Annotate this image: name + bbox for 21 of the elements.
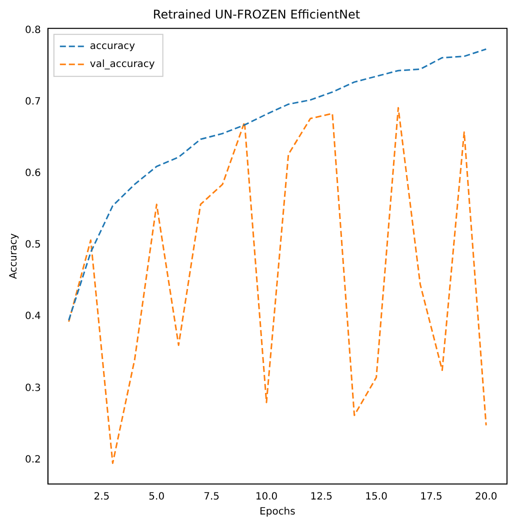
x-tick-label: 5.0 [148,492,165,503]
y-tick-label: 0.4 [24,311,41,322]
y-tick-label: 0.2 [24,454,41,466]
x-tick-label: 7.5 [204,492,220,503]
legend-label: accuracy [90,40,136,52]
x-tick-label: 15.0 [365,492,388,503]
y-tick-label: 0.7 [24,96,41,108]
y-tick-label: 0.5 [24,240,41,251]
y-tick-label: 0.3 [24,382,41,394]
y-tick-label: 0.8 [24,25,41,36]
legend-label: val_accuracy [90,58,155,70]
line-series [68,107,487,464]
x-tick-label: 2.5 [94,492,110,503]
y-axis-title: Accuracy [8,233,20,280]
chart-title: Retrained UN-FROZEN EfficientNet [152,7,360,22]
x-axis-title: Epochs [260,506,296,518]
x-tick-label: 10.0 [255,492,278,503]
x-tick-label: 12.5 [310,492,333,503]
x-tick-label: 20.0 [475,492,498,503]
x-tick-label: 17.5 [420,492,442,503]
y-tick-label: 0.6 [24,168,41,180]
